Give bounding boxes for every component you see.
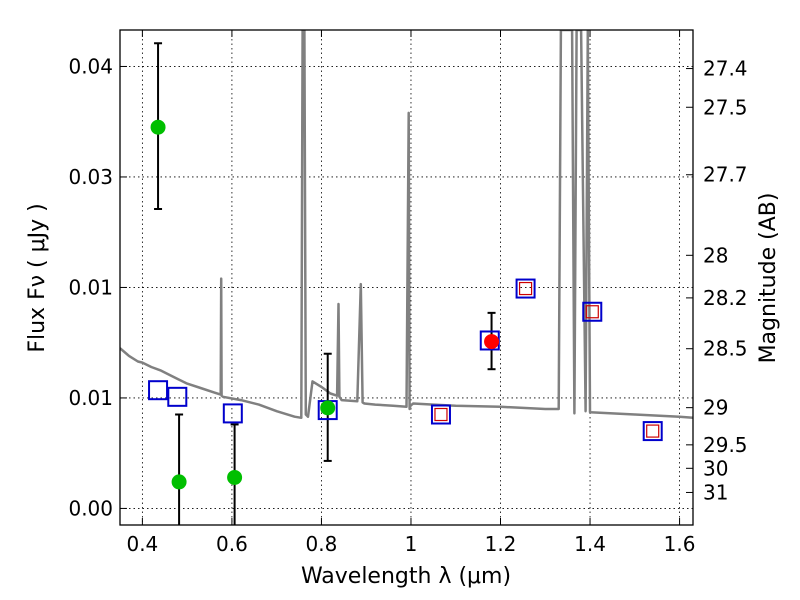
y2-tick-label: 30 xyxy=(703,456,728,480)
photometry-point xyxy=(227,469,243,485)
x-tick-label: 0.8 xyxy=(306,532,338,556)
y2-tick-label: 28 xyxy=(703,243,728,267)
axes: 0.4 0.6 0.8 1 1.2 1.4 1.6 0.00 0.01 0.01 0.03 0.04 2… xyxy=(68,30,748,556)
x-tick-label: 0.4 xyxy=(126,532,158,556)
model-band-square xyxy=(642,421,663,442)
model-band-square xyxy=(430,404,451,425)
x-axis-title: Wavelength λ (μm) xyxy=(301,564,511,589)
model-band-square xyxy=(582,301,603,322)
x-tick-label: 1 xyxy=(405,532,418,556)
y2-tick-label: 28.2 xyxy=(703,286,748,310)
model-band-inner-square xyxy=(585,305,599,319)
y2-tick-label: 29.5 xyxy=(703,433,748,457)
grid xyxy=(120,30,693,525)
y2-tick-label: 27.7 xyxy=(703,163,748,187)
y-tick-label: 0.01 xyxy=(68,386,113,410)
x-tick-label: 1.2 xyxy=(485,532,517,556)
x-tick-label: 0.6 xyxy=(216,532,248,556)
y2-tick-label: 31 xyxy=(703,480,728,504)
plot-frame xyxy=(119,29,694,526)
y2-tick-label: 28.5 xyxy=(703,337,748,361)
model-band-square xyxy=(167,386,188,407)
model-band-square xyxy=(222,403,243,424)
y-tick-label: 0.00 xyxy=(68,496,113,520)
photometry-point xyxy=(171,474,187,490)
x-tick-label: 1.4 xyxy=(574,532,606,556)
x-tick-label: 1.6 xyxy=(664,532,696,556)
model-band-inner-square xyxy=(646,424,660,438)
highlight-point xyxy=(484,334,500,350)
plot-area xyxy=(120,30,693,525)
model-sed-line xyxy=(120,30,693,420)
y-tick-label: 0.04 xyxy=(68,54,113,78)
photometry-point xyxy=(150,119,166,135)
model-band-inner-square xyxy=(518,281,533,296)
y-tick-label: 0.03 xyxy=(68,165,113,189)
photometry-point xyxy=(320,400,336,416)
y2-tick-label: 29 xyxy=(703,396,728,420)
model-band-square xyxy=(148,380,169,401)
model-band-inner-square xyxy=(434,407,448,422)
y2-axis-title: Magnitude (AB) xyxy=(756,193,781,364)
y2-tick-label: 27.4 xyxy=(703,57,748,81)
y-tick-label: 0.01 xyxy=(68,275,113,299)
photometry-error-bar xyxy=(175,413,184,525)
y-axis-title: Flux Fν ( μJy ) xyxy=(25,203,50,352)
model-band-square xyxy=(515,278,536,299)
y2-tick-label: 27.5 xyxy=(703,95,748,119)
